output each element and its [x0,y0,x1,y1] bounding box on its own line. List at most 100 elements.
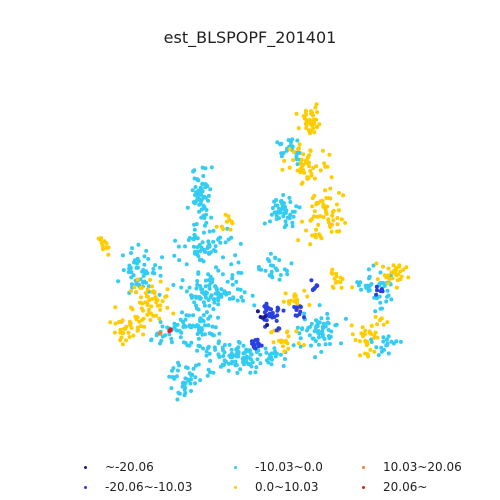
map-point [236,270,241,275]
map-point [398,339,403,344]
map-point [401,267,406,272]
map-point [183,391,188,395]
legend-label-2: -20.06~-10.03 [105,480,193,494]
map-point [292,295,297,299]
map-point [343,316,348,321]
map-point [255,309,260,314]
map-point [295,138,300,143]
map-point [339,217,344,222]
map-point [160,334,165,339]
map-point [300,219,304,224]
map-point [118,330,123,335]
map-point [250,341,255,346]
map-point [349,323,354,328]
map-point [277,258,282,263]
map-point [208,187,213,192]
map-point [233,253,238,258]
map-point [263,346,268,351]
map-point [281,193,286,197]
map-point [272,346,277,351]
map-point [304,126,309,131]
map-point [135,256,140,261]
map-point [283,205,288,209]
map-point [184,313,189,318]
map-point [295,162,300,167]
legend-label-1: ~-20.06 [105,460,154,474]
map-point [235,370,240,375]
map-point [236,345,241,350]
map-point [139,285,144,290]
map-point [277,338,281,343]
map-point [263,306,268,311]
map-point [317,303,322,308]
map-point [386,273,390,278]
map-point [198,284,203,288]
map-point [144,269,149,274]
map-point [214,285,219,290]
map-point [358,353,362,358]
map-point [339,341,343,346]
map-point [386,266,391,271]
map-point [193,185,198,189]
map-point [127,335,132,339]
map-point [205,184,210,189]
map-point [154,333,159,338]
map-point [265,257,270,262]
map-point [129,325,134,330]
map-point [308,242,313,247]
map-point [258,361,263,366]
map-point [379,349,384,354]
map-point [192,201,197,206]
map-point [273,203,278,208]
map-point [158,341,162,346]
map-point [305,294,310,299]
map-point [330,222,334,227]
map-point [310,336,315,341]
map-point [158,307,163,312]
map-point [139,295,143,300]
map-point [143,300,148,305]
map-point [158,279,163,284]
map-point [324,196,329,200]
map-point [355,280,360,285]
map-point [328,186,333,191]
map-point [184,289,189,294]
map-point [203,323,207,328]
map-point [175,368,180,373]
map-point [295,301,299,306]
map-point [277,277,282,282]
map-point [224,359,228,364]
map-point [210,333,215,337]
map-point [208,314,213,319]
map-point [207,229,212,234]
map-point [369,282,374,286]
map-point [310,204,314,209]
map-point [366,287,371,292]
map-point [151,267,156,271]
map-point [113,321,118,326]
map-point [211,239,216,244]
legend-label-3: -10.03~0.0 [255,460,323,474]
map-point [134,290,139,295]
map-point [153,263,158,268]
map-point [141,274,146,278]
map-point [359,331,364,336]
map-point [150,290,155,294]
map-point [208,274,213,279]
map-point [327,152,332,157]
legend-marker-1 [84,466,87,469]
map-point [120,342,125,347]
map-point [269,330,274,335]
map-point [268,273,273,278]
map-point [202,291,207,296]
map-point [160,255,164,260]
map-point [192,227,197,232]
map-point [147,298,152,303]
map-point [194,222,199,226]
map-point [241,298,245,303]
map-point [280,167,285,172]
map-point [143,291,148,295]
map-point [323,342,328,347]
map-point [278,352,283,357]
map-point [219,292,224,297]
